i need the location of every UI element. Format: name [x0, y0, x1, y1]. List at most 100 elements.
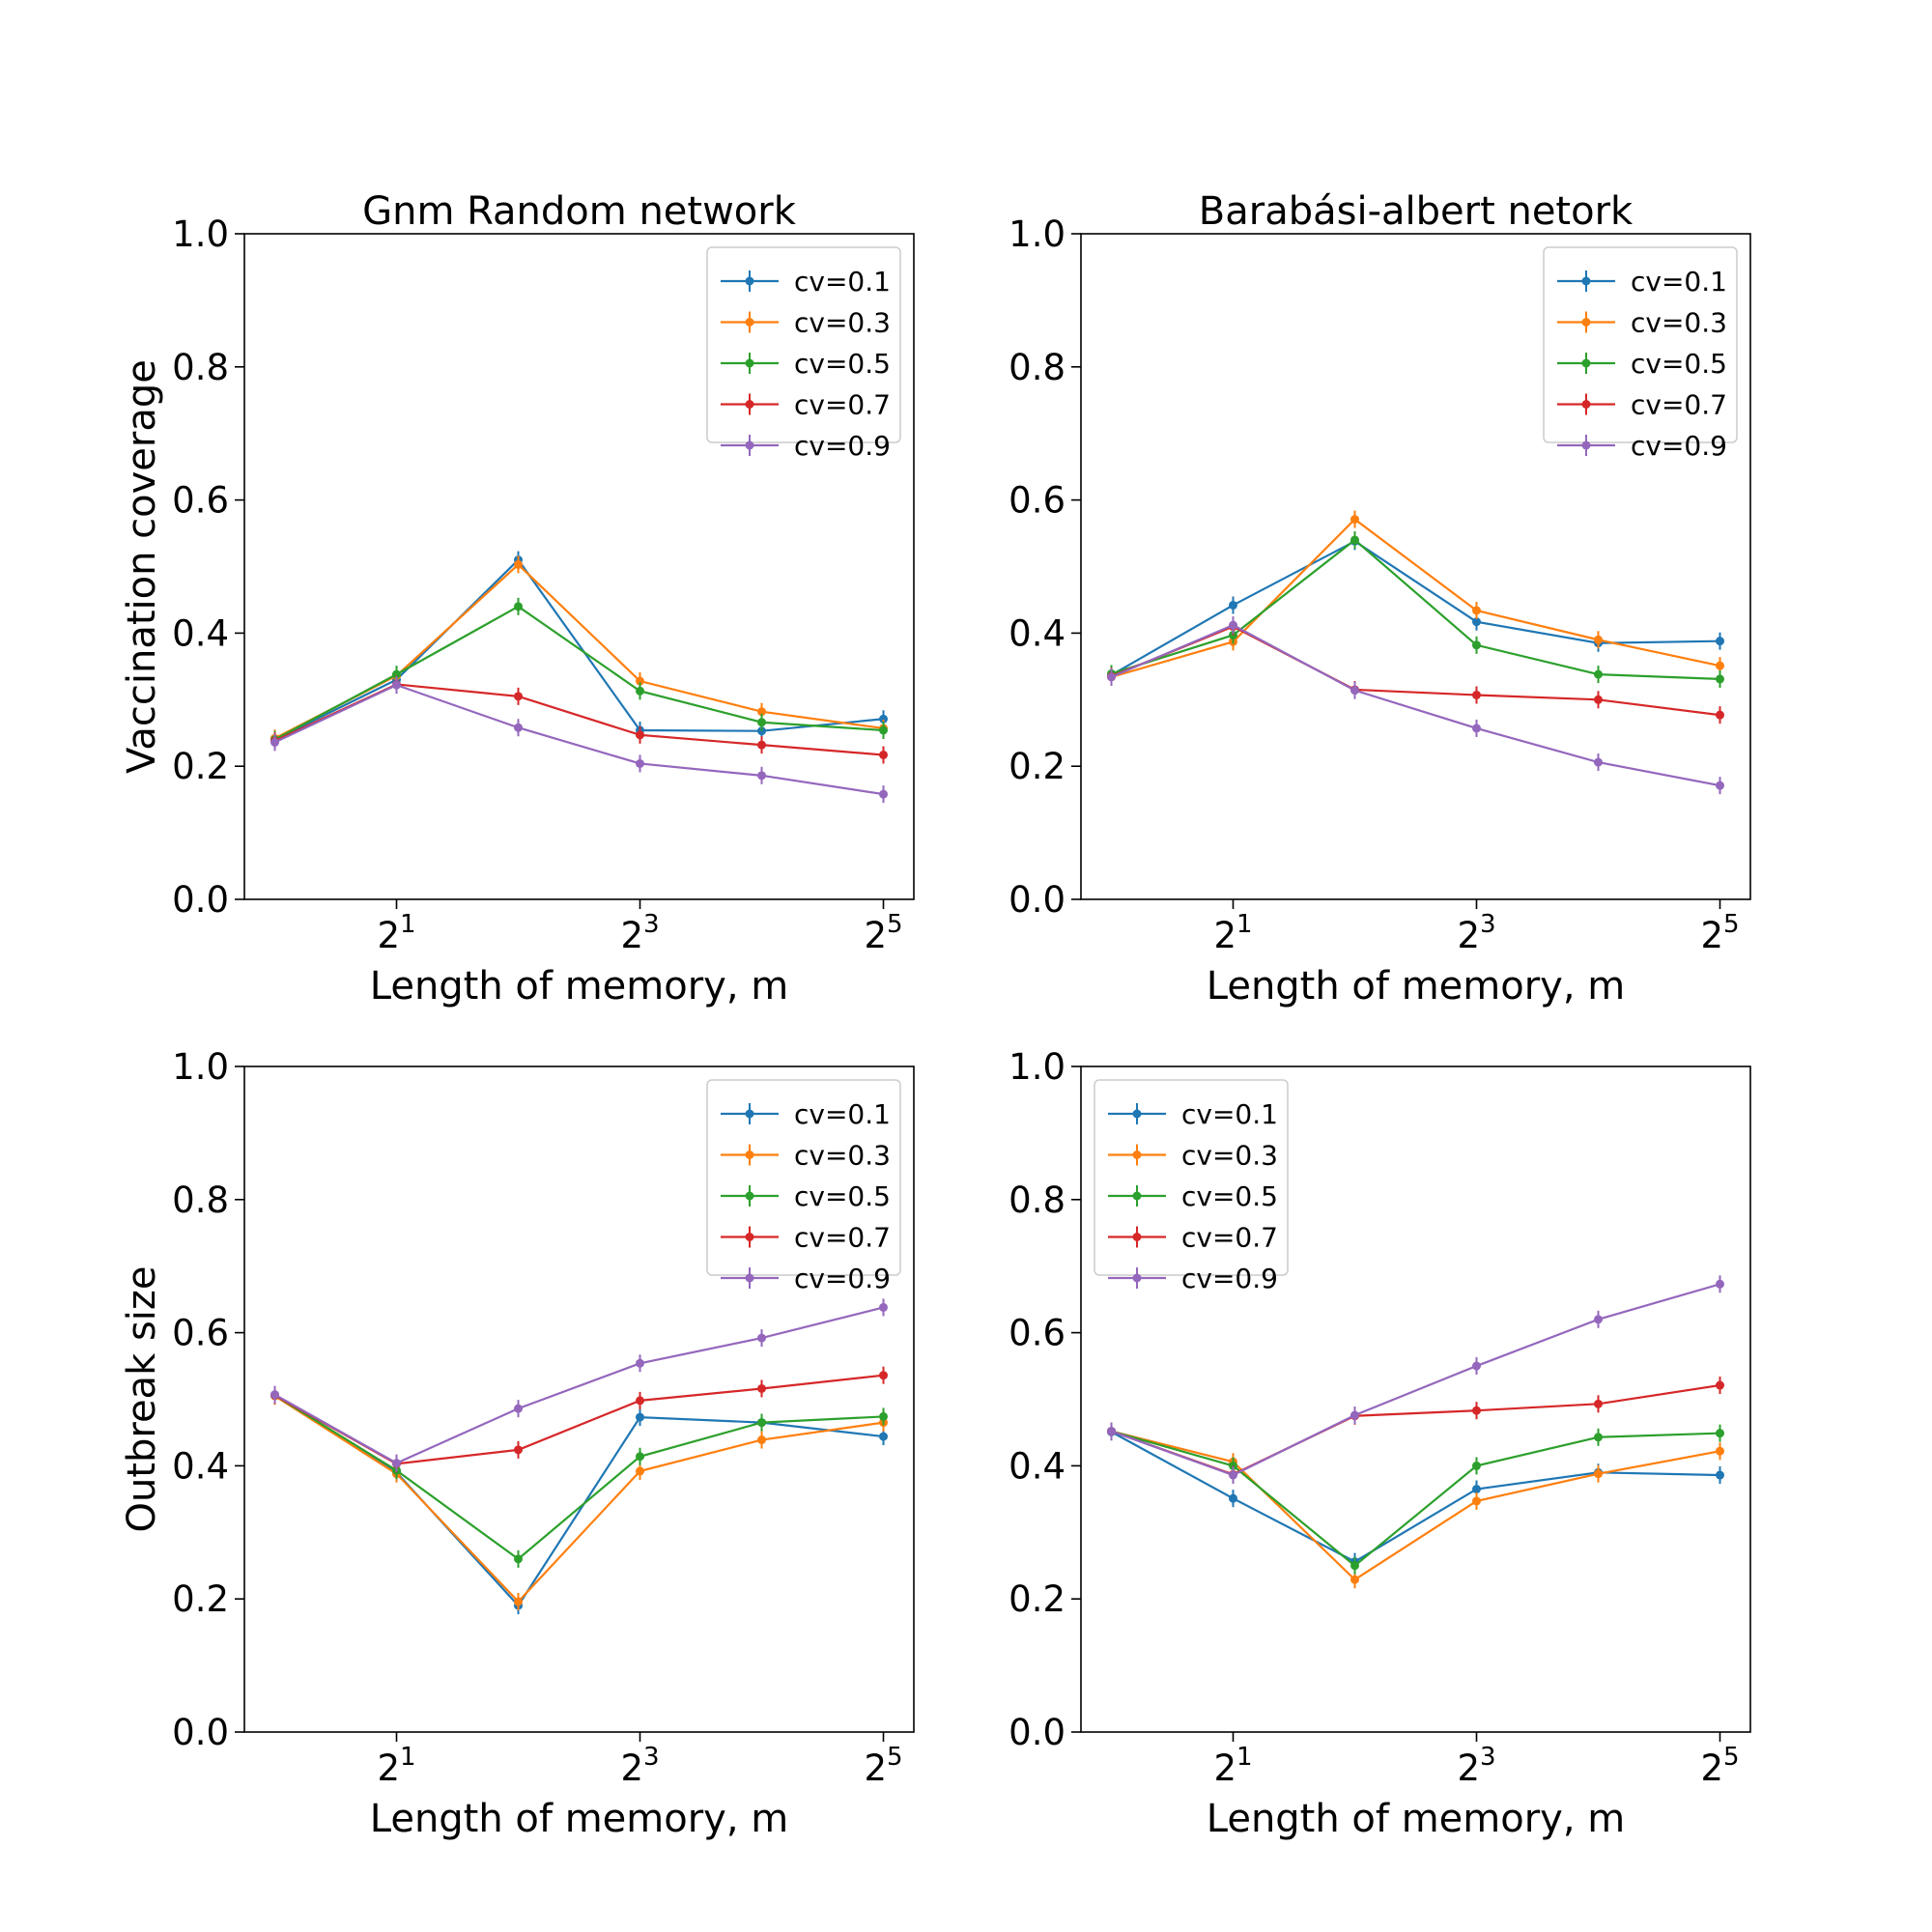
x-tick-label: 25	[864, 1743, 902, 1789]
legend-label: cv=0.3	[794, 307, 891, 339]
x-tick-exponent: 3	[643, 910, 660, 939]
y-tick-label: 0.6	[172, 1313, 229, 1354]
legend-marker	[745, 1191, 754, 1201]
y-tick-label: 1.0	[172, 213, 229, 255]
legend-label: cv=0.1	[1181, 1098, 1278, 1130]
data-point	[879, 1432, 888, 1441]
data-point	[1350, 1410, 1359, 1420]
axes-frame	[1080, 1065, 1751, 1733]
legend-entry: cv=0.7	[1557, 389, 1727, 421]
data-point	[514, 723, 523, 732]
data-point	[514, 559, 523, 569]
legend: cv=0.1 cv=0.3 cv=0.5 cv=0.7 cv=0.9	[1543, 246, 1738, 462]
y-tick-label: 0.4	[1009, 1445, 1065, 1487]
legend-label: cv=0.7	[794, 1222, 891, 1254]
legend-entry: cv=0.9	[721, 1263, 891, 1294]
x-tick-label: 25	[864, 910, 902, 956]
axes-frame	[243, 1065, 915, 1733]
x-tick-exponent: 5	[1723, 910, 1740, 939]
legend-marker	[745, 276, 754, 286]
legend-entry: cv=0.1	[721, 1098, 891, 1130]
data-point	[757, 1435, 766, 1445]
legend-marker	[745, 1109, 754, 1119]
x-tick-exponent: 3	[643, 1743, 660, 1772]
y-axis-label: Vaccination coverage	[120, 359, 164, 774]
data-point	[1594, 695, 1603, 704]
legend-entry: cv=0.5	[721, 348, 891, 380]
data-point	[1472, 1496, 1481, 1506]
x-tick-label: 23	[1457, 1743, 1495, 1789]
x-tick-label: 21	[1213, 1743, 1252, 1789]
legend-entry: cv=0.7	[721, 1222, 891, 1254]
legend-entry: cv=0.5	[1108, 1180, 1278, 1212]
legend-label: cv=0.9	[1181, 1263, 1278, 1294]
series-line	[1111, 625, 1720, 717]
series-line	[1111, 623, 1720, 787]
series-line	[273, 605, 884, 741]
data-point	[636, 1452, 644, 1462]
data-point	[636, 676, 644, 686]
x-tick-label: 21	[377, 910, 415, 956]
legend: cv=0.1 cv=0.3 cv=0.5 cv=0.7 cv=0.9	[1094, 1079, 1289, 1294]
legend-entry: cv=0.1	[721, 266, 891, 298]
data-point	[1229, 1470, 1237, 1480]
x-axis-label: Length of memory, m	[1207, 964, 1625, 1009]
series-cv=0.9	[1107, 616, 1724, 795]
x-tick-base: 2	[1700, 915, 1723, 956]
x-tick-base: 2	[377, 1747, 400, 1789]
series-cv=0.3	[270, 555, 888, 748]
legend-box	[706, 1079, 901, 1276]
data-point	[1229, 1493, 1237, 1503]
data-point	[1472, 1461, 1481, 1470]
data-point	[1350, 1561, 1359, 1571]
legend-label: cv=0.1	[794, 266, 891, 298]
y-tick-label: 0.6	[172, 480, 229, 522]
data-point	[1594, 1315, 1603, 1324]
data-point	[1350, 515, 1359, 525]
legend-marker	[1132, 1109, 1142, 1119]
data-point	[1229, 620, 1237, 630]
data-point	[1716, 661, 1724, 670]
y-tick-label: 0.0	[1009, 1712, 1065, 1753]
x-tick-label: 25	[1700, 910, 1739, 956]
legend-box	[706, 246, 901, 443]
data-point	[1472, 640, 1481, 650]
legend-entry: cv=0.9	[1557, 430, 1727, 462]
data-point	[757, 1418, 766, 1428]
series-line	[273, 1395, 884, 1604]
series-line	[1110, 540, 1720, 676]
data-point	[757, 1383, 766, 1393]
x-tick-exponent: 3	[1480, 1743, 1496, 1772]
y-tick-label: 1.0	[172, 1046, 229, 1088]
y-tick-label: 0.0	[172, 879, 229, 921]
data-point	[1472, 617, 1481, 627]
data-point	[1107, 672, 1116, 682]
series-cv=0.5	[270, 597, 888, 749]
legend-label: cv=0.5	[1181, 1180, 1278, 1212]
data-point	[879, 750, 888, 759]
x-tick-exponent: 5	[1723, 1743, 1740, 1772]
data-point	[1716, 710, 1724, 720]
data-point	[1716, 1446, 1724, 1456]
legend-entry: cv=0.7	[721, 389, 891, 421]
y-tick-label: 0.4	[172, 1445, 229, 1487]
series-line	[274, 557, 884, 741]
series-cv=0.1	[1107, 1423, 1724, 1571]
data-point	[636, 1358, 644, 1368]
legend: cv=0.1 cv=0.3 cv=0.5 cv=0.7 cv=0.9	[706, 246, 901, 462]
series-line	[1111, 1383, 1720, 1476]
x-tick-label: 23	[620, 1743, 659, 1789]
x-tick-label: 21	[1213, 910, 1252, 956]
legend-marker	[1581, 440, 1591, 450]
data-point	[1472, 1361, 1481, 1371]
x-tick-label: 21	[377, 1743, 415, 1789]
legend-marker	[1581, 358, 1591, 368]
x-tick-exponent: 1	[400, 910, 416, 939]
chart-title: Barabási-albert netork	[1199, 189, 1634, 234]
legend-entry: cv=0.7	[1108, 1222, 1278, 1254]
data-point	[514, 692, 523, 701]
data-point	[636, 758, 644, 768]
data-point	[514, 602, 523, 611]
y-tick-label: 0.6	[1009, 1313, 1065, 1354]
